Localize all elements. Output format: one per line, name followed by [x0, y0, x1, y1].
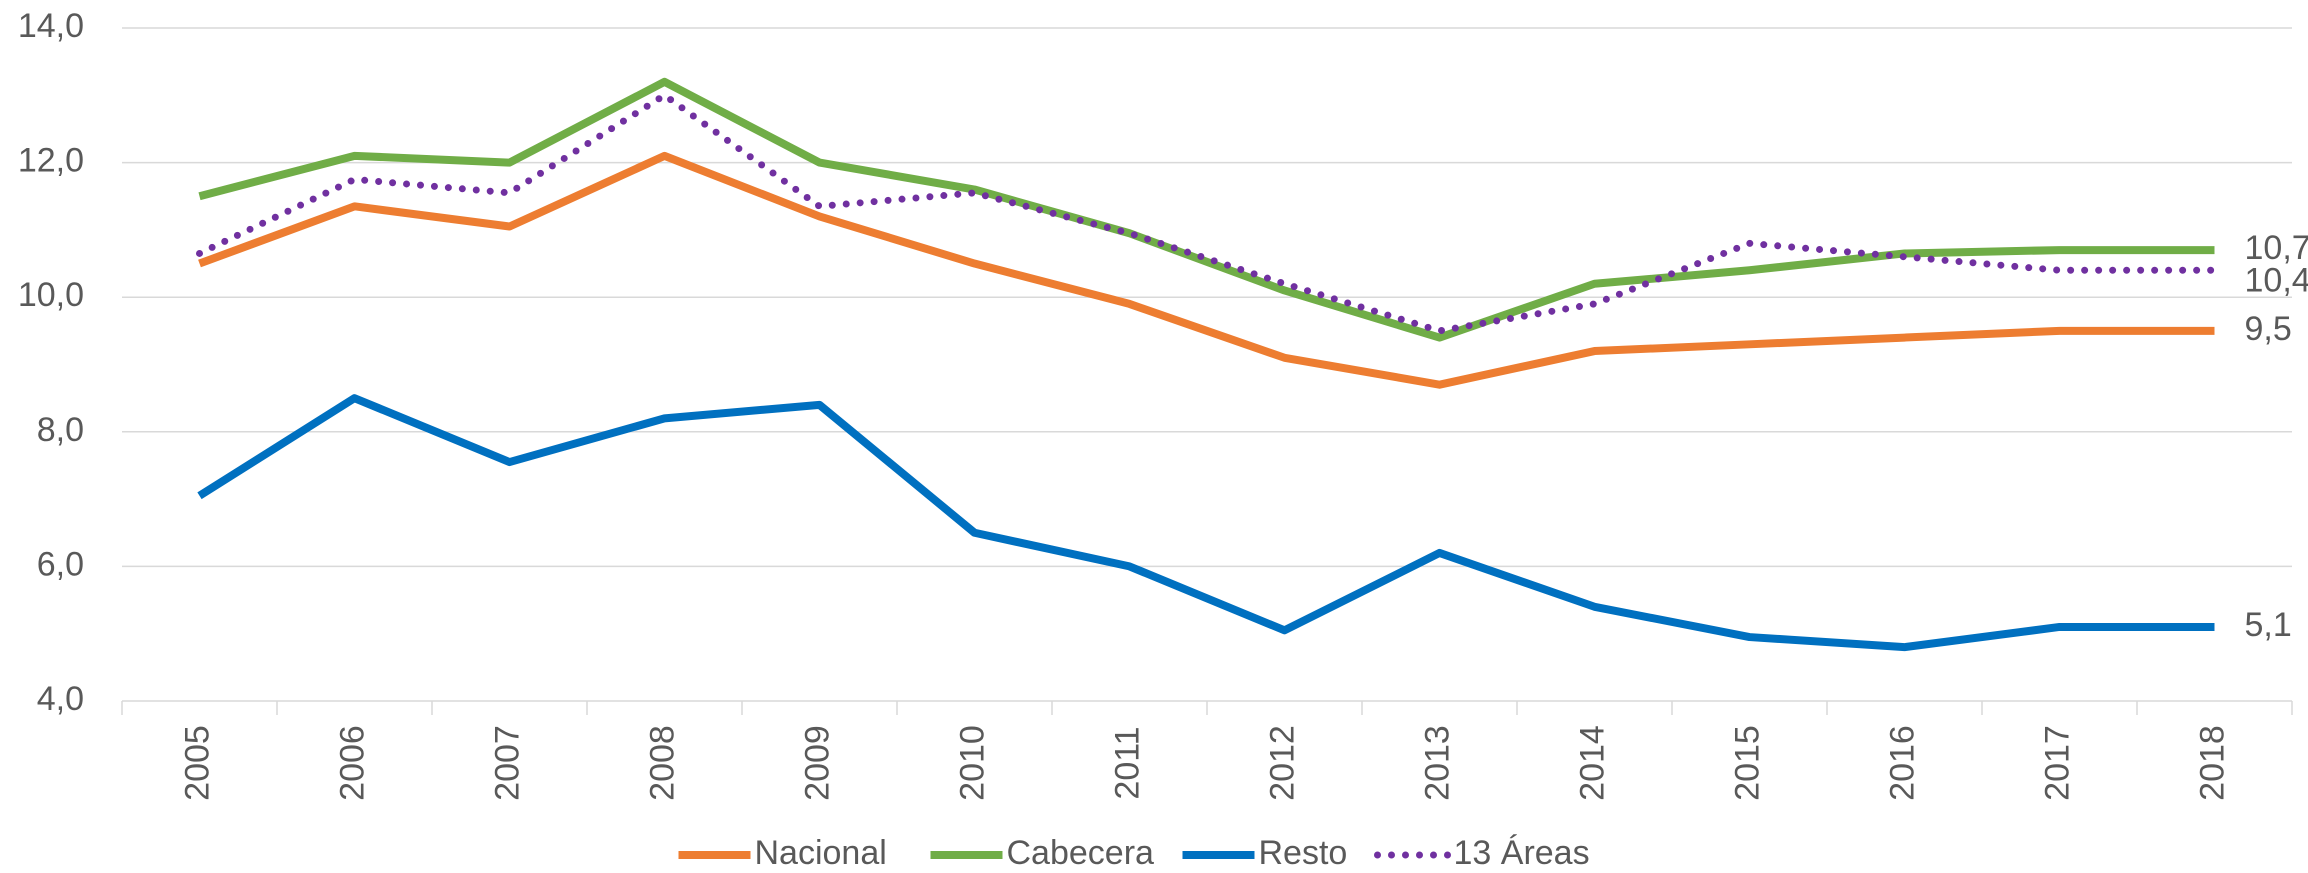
x-tick-label: 2013 [1418, 725, 1456, 801]
y-tick-label: 12,0 [18, 142, 84, 180]
x-tick-label: 2018 [2193, 725, 2231, 801]
x-tick-label: 2005 [178, 725, 216, 801]
x-tick-label: 2006 [333, 725, 371, 801]
x-tick-label: 2012 [1263, 725, 1301, 801]
legend-label: 13 Áreas [1454, 834, 1590, 872]
y-tick-label: 14,0 [18, 7, 84, 45]
legend-label: Nacional [755, 834, 887, 872]
x-tick-label: 2010 [953, 725, 991, 801]
x-tick-label: 2009 [798, 725, 836, 801]
data-label: 9,5 [2245, 310, 2292, 348]
series-line [196, 91, 2218, 335]
x-tick-label: 2016 [1883, 725, 1921, 801]
data-label: 10,7 [2245, 229, 2308, 267]
y-tick-label: 6,0 [37, 545, 84, 583]
y-tick-label: 10,0 [18, 276, 84, 314]
x-tick-label: 2017 [2038, 725, 2076, 801]
x-tick-label: 2014 [1573, 725, 1611, 801]
data-label: 10,4 [2245, 261, 2308, 299]
x-tick-label: 2011 [1108, 726, 1146, 799]
data-label: 5,1 [2245, 606, 2292, 644]
y-tick-label: 8,0 [37, 411, 84, 449]
x-tick-label: 2007 [488, 725, 526, 801]
y-tick-label: 4,0 [37, 680, 84, 718]
x-tick-label: 2015 [1728, 725, 1766, 801]
series-line [197, 394, 2215, 652]
legend-label: Cabecera [1007, 834, 1155, 872]
legend-label: Resto [1259, 834, 1348, 872]
series-line [198, 151, 2215, 389]
x-tick-label: 2008 [643, 725, 681, 801]
series-line [198, 77, 2215, 342]
